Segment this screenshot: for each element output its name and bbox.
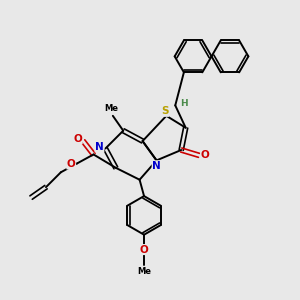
Text: Me: Me — [104, 104, 118, 113]
Text: Me: Me — [137, 267, 151, 276]
Text: N: N — [95, 142, 104, 152]
Text: N: N — [152, 161, 161, 171]
Text: O: O — [201, 150, 209, 160]
Text: H: H — [180, 99, 188, 108]
Text: O: O — [74, 134, 82, 144]
Text: O: O — [140, 244, 148, 255]
Text: O: O — [67, 159, 76, 169]
Text: S: S — [161, 106, 169, 116]
